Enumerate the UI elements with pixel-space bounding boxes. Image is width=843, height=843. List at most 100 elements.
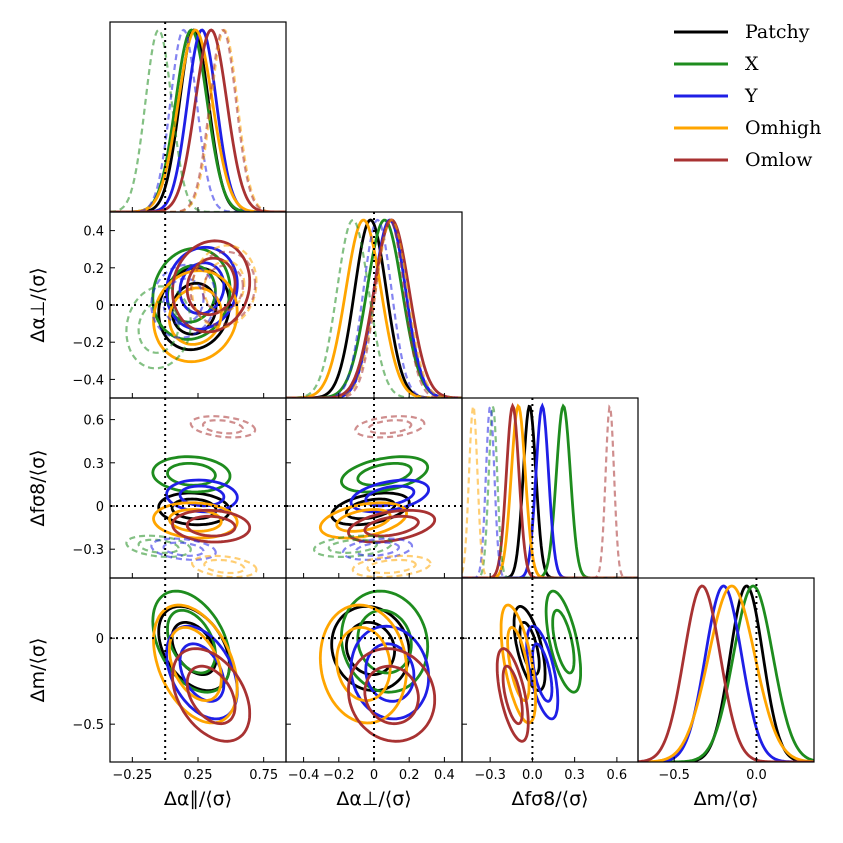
panel-frame-m-m <box>637 577 815 763</box>
contour-7-fs8-aperp-95 <box>351 554 432 578</box>
contour-4-m-fs8-95 <box>495 647 530 743</box>
ytick-label-fs8-3: 0.6 <box>83 414 104 429</box>
contour-4-m-aperp-68 <box>363 664 420 726</box>
xlabel-apar: Δα∥/⟨σ⟩ <box>164 788 232 810</box>
contour-2-m-apar-95 <box>165 624 239 721</box>
legend-label-0: Patchy <box>745 21 810 43</box>
marginal-4-m <box>638 584 814 762</box>
ylabel-m: Δm/⟨σ⟩ <box>27 638 49 703</box>
marginal-2-fs8 <box>462 402 638 578</box>
xtick-label-apar-0: −0.25 <box>112 768 152 783</box>
contour-1-fs8-apar-68 <box>166 462 217 487</box>
panel-frame-aperp-apar <box>109 211 287 399</box>
contour-3-m-aperp-95 <box>318 603 409 725</box>
xtick-label-aperp-4: 0.4 <box>434 768 455 783</box>
ytick-label-aperp-1: −0.2 <box>72 336 104 351</box>
contour-3-fs8-apar-68 <box>167 508 223 533</box>
xtick-label-apar-2: 0.75 <box>249 768 278 783</box>
contour-3-fs8-aperp-95 <box>318 501 409 540</box>
contour-7-fs8-apar-95 <box>190 554 258 578</box>
ytick-label-aperp-2: 0 <box>96 299 104 314</box>
panel-frame-aperp-aperp <box>285 211 463 399</box>
contour-5-fs8-aperp-95 <box>312 534 393 558</box>
marginal-8-apar <box>110 28 286 212</box>
contour-2-fs8-aperp-68 <box>364 484 416 508</box>
xtick-label-fs8-1: 0.0 <box>522 768 543 783</box>
contour-6-fs8-apar-68 <box>162 541 205 557</box>
contour-3-aperp-apar-95 <box>152 269 239 364</box>
ytick-label-m-1: 0 <box>96 632 104 647</box>
xtick-label-apar-1: 0.25 <box>184 768 213 783</box>
marginal-3-m <box>638 584 814 762</box>
xtick-label-aperp-2: 0 <box>370 768 378 783</box>
legend: Patchy XY Omhigh Omlow <box>674 21 821 171</box>
contour-1-m-fs8-68 <box>551 608 576 675</box>
contour-7-aperp-apar-95 <box>190 244 258 329</box>
contour-8-aperp-apar-95 <box>189 250 257 326</box>
legend-label-4: Omlow <box>745 149 813 171</box>
ylabel-aperp: Δα⊥/⟨σ⟩ <box>27 267 49 342</box>
contour-1-fs8-apar-95 <box>151 455 232 494</box>
xtick-label-aperp-0: −0.4 <box>288 768 320 783</box>
xtick-label-fs8-3: 0.6 <box>607 768 628 783</box>
legend-label-3: Omhigh <box>745 117 821 139</box>
contour-1-m-apar-68 <box>166 608 217 675</box>
contour-3-m-aperp-68 <box>335 625 392 703</box>
xtick-label-aperp-3: 0.2 <box>399 768 420 783</box>
contour-8-aperp-apar-68 <box>201 264 245 313</box>
contour-2-m-apar-68 <box>178 642 226 703</box>
contour-1-fs8-aperp-95 <box>339 455 430 494</box>
contour-1-m-aperp-68 <box>356 608 413 675</box>
ytick-label-aperp-4: 0.4 <box>83 225 104 240</box>
contour-3-m-fs8-68 <box>506 626 531 703</box>
contour-2-m-aperp-95 <box>349 624 431 721</box>
contour-4-m-apar-68 <box>185 664 237 726</box>
contour-0-fs8-aperp-68 <box>344 497 397 521</box>
contour-0-m-fs8-95 <box>512 605 547 692</box>
contour-1-m-aperp-95 <box>339 589 430 694</box>
ylabel-fs8: Δfσ8/⟨σ⟩ <box>27 449 49 526</box>
ytick-label-fs8-2: 0.3 <box>83 457 104 472</box>
contour-4-aperp-apar-95 <box>171 239 252 334</box>
xlabel-aperp: Δα⊥/⟨σ⟩ <box>336 788 411 810</box>
panel-frame-m-apar <box>109 577 287 763</box>
contour-3-fs8-aperp-68 <box>335 508 392 533</box>
xlabel-m: Δm/⟨σ⟩ <box>694 788 759 810</box>
contour-4-fs8-aperp-68 <box>363 514 420 538</box>
contour-4-m-fs8-68 <box>501 664 524 726</box>
contour-5-aperp-apar-68 <box>137 300 180 354</box>
marginal-6-fs8 <box>462 404 638 578</box>
ytick-label-m-0: −0.5 <box>72 718 104 733</box>
marginal-1-fs8 <box>462 403 638 578</box>
contour-6-fs8-aperp-95 <box>341 537 414 561</box>
contour-7-fs8-apar-68 <box>203 558 246 575</box>
contour-4-fs8-apar-68 <box>185 514 237 538</box>
xlabel-fs8: Δfσ8/⟨σ⟩ <box>511 788 588 810</box>
marginal-7-apar <box>110 28 286 212</box>
xtick-label-fs8-0: −0.3 <box>474 768 506 783</box>
ytick-label-fs8-0: −0.3 <box>72 543 104 558</box>
marginal-5-aperp <box>286 218 462 398</box>
contour-6-aperp-apar-95 <box>150 263 217 339</box>
contour-8-fs8-aperp-68 <box>367 419 413 435</box>
contour-5-fs8-apar-68 <box>137 538 180 554</box>
marginal-0-m <box>638 584 814 762</box>
contour-1-m-fs8-95 <box>544 589 582 694</box>
contour-6-fs8-aperp-68 <box>354 541 401 557</box>
marginal-4-apar <box>110 28 286 212</box>
contour-4-fs8-aperp-95 <box>347 508 437 544</box>
contour-5-aperp-apar-95 <box>125 285 192 370</box>
contour-0-fs8-apar-95 <box>157 491 231 527</box>
contour-1-m-apar-95 <box>151 589 232 694</box>
xtick-label-fs8-2: 0.3 <box>564 768 585 783</box>
contour-5-fs8-aperp-68 <box>327 538 379 554</box>
contour-8-fs8-apar-95 <box>189 415 257 439</box>
marginal-7-aperp <box>286 218 462 398</box>
contour-3-m-apar-68 <box>167 625 223 703</box>
legend-label-2: Y <box>744 85 758 107</box>
contour-8-fs8-apar-68 <box>201 419 245 435</box>
xtick-label-m-1: 0.0 <box>746 768 767 783</box>
contour-6-fs8-apar-95 <box>150 537 217 561</box>
contour-0-fs8-apar-68 <box>170 497 218 521</box>
